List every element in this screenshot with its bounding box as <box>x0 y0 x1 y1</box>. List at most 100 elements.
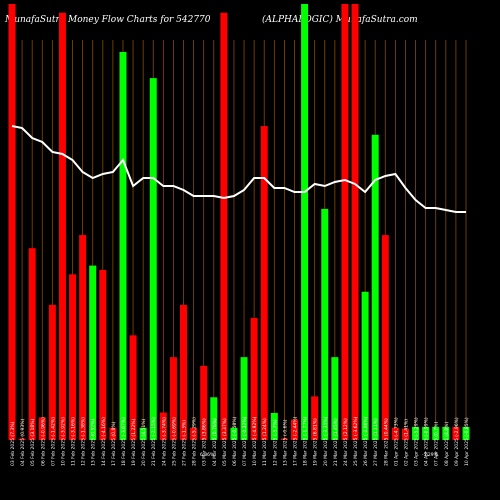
money-flow-bar <box>311 396 319 440</box>
x-tick-label: 06 Feb 2025 (-0.96%) <box>40 417 46 466</box>
x-tick-label: 10 Feb 2025 (-3.92%) <box>60 417 66 466</box>
money-flow-bar <box>270 412 278 440</box>
money-flow-bar <box>79 235 87 440</box>
money-flow-bar <box>432 426 440 440</box>
money-flow-bar <box>401 428 409 440</box>
x-tick-label: 25 Feb 2025 (-0.69%) <box>171 417 177 466</box>
x-tick-label: 10 Apr 2025 (-0.85%) <box>464 417 470 466</box>
money-flow-bar <box>28 248 36 440</box>
x-tick-label: 24 Feb 2025 (-3.74%) <box>161 417 167 466</box>
money-flow-bar <box>290 419 298 440</box>
x-tick-label: 21 Feb 2025 (-2.15%) <box>151 417 157 466</box>
x-tick-label: 04 Mar 2025 (0.76%) <box>212 418 218 466</box>
x-tick-label: 20 Mar 2025 (-3.35%) <box>323 416 329 466</box>
x-tick-label: 27 Feb 2025 (-1.3%) <box>182 420 188 466</box>
money-flow-bar <box>452 426 460 440</box>
x-tick-label: 12 Mar 2025 (-3.7%) <box>272 419 278 466</box>
money-flow-bar <box>462 426 470 440</box>
x-tick-label: 05 Mar 2025 (3.37%) <box>222 418 228 466</box>
secondary-note: 6.36% <box>200 452 215 458</box>
chart-title-left: MunafaSutra Money Flow Charts for 542770 <box>4 15 211 25</box>
x-tick-label: 28 Feb 2025 (-5.29%) <box>192 417 198 466</box>
x-tick-label: 07 Feb 2025 (-1.42%) <box>50 417 56 466</box>
money-flow-bar <box>250 317 258 440</box>
money-flow-bar <box>139 427 147 440</box>
x-tick-label: 07 Apr 2025 (0.7%) <box>434 422 440 466</box>
money-flow-bar <box>351 4 359 440</box>
chart-title-right: (ALPHALOGIC) MunafaSutra.com <box>262 14 418 25</box>
money-flow-bar <box>240 357 248 440</box>
money-flow-bar <box>48 304 56 440</box>
x-tick-label: 03 Mar 2025 (3.86%) <box>202 418 208 466</box>
money-flow-bar <box>69 274 77 440</box>
x-tick-label: 20 Feb 2025 (4.51%) <box>141 419 147 466</box>
money-flow-bar <box>321 208 329 440</box>
x-tick-label: 18 Mar 2025 (-1.77%) <box>303 416 309 466</box>
x-tick-label: 18 Feb 2025 (-3.67%) <box>121 417 127 466</box>
x-tick-label: 11 Feb 2025 (-3.16%) <box>71 417 77 466</box>
money-flow-bar <box>200 365 208 440</box>
money-flow-bar <box>119 51 127 441</box>
money-flow-bar <box>331 357 339 440</box>
money-flow-bar <box>230 427 238 440</box>
x-tick-label: 04 Feb 2025 (0.93%) <box>20 419 26 466</box>
x-tick-label: 06 Mar 2025 (-0.58%) <box>232 416 238 466</box>
money-flow-bar <box>58 12 66 440</box>
x-tick-label: 03 Feb 2025 (7.3%) <box>10 421 16 466</box>
money-flow-bar <box>301 4 309 440</box>
money-flow-bar <box>169 357 177 440</box>
money-flow-bar <box>109 427 117 440</box>
x-tick-label: 19 Mar 2025 (6.81%) <box>313 418 319 466</box>
x-tick-label: 13 Feb 2025 (0.52%) <box>91 419 97 466</box>
bars-group <box>8 4 470 441</box>
money-flow-bar <box>210 397 218 440</box>
x-tick-label: 14 Feb 2025 (-4.16%) <box>101 417 107 466</box>
x-tick-label: 11 Mar 2025 (1.24%) <box>262 418 268 466</box>
price-line <box>11 125 466 213</box>
x-tick-label: 25 Mar 2025 (-3.62%) <box>353 416 359 466</box>
x-tick-label: 24 Mar 2025 (2.12%) <box>343 418 349 466</box>
money-flow-bar <box>371 134 379 441</box>
x-tick-label: 19 Feb 2025 (1.22%) <box>131 419 137 466</box>
money-flow-bar <box>8 4 16 440</box>
x-tick-label: 01 Apr 2025 (-4.73%) <box>393 417 399 466</box>
x-tick-label: 08 Apr 2025 (4.8%) <box>444 422 450 466</box>
money-flow-bar <box>89 265 97 440</box>
money-flow-bar <box>391 427 399 440</box>
money-flow-bar <box>260 126 268 440</box>
x-tick-label: 27 Mar 2025 (1.11%) <box>373 418 379 466</box>
x-tick-label: 13 Mar 2025 (-0.6%) <box>282 419 288 466</box>
money-flow-bar <box>422 426 430 440</box>
money-flow-bar <box>442 426 450 440</box>
secondary-note-2: -5.29% <box>422 452 439 458</box>
money-flow-bar <box>99 269 107 440</box>
x-tick-label: 26 Mar 2025 (-2.06%) <box>363 416 369 466</box>
money-flow-bar <box>180 304 188 440</box>
x-tick-label: 07 Mar 2025 (-0.32%) <box>242 416 248 466</box>
x-tick-label: 12 Feb 2025 (-1.38%) <box>81 417 87 466</box>
x-tick-label: 17 Mar 2025 (-2.44%) <box>292 416 298 466</box>
money-flow-bar <box>381 235 389 440</box>
money-flow-bar <box>280 438 288 440</box>
x-tick-label: 10 Mar 2025 (-4.92%) <box>252 416 258 466</box>
money-flow-bar <box>412 426 420 440</box>
money-flow-bar <box>149 78 157 441</box>
money-flow-bar <box>190 427 198 440</box>
x-tick-label: 03 Apr 2025 (-5.29%) <box>414 417 420 466</box>
money-flow-bar <box>129 335 137 440</box>
x-tick-label: 21 Mar 2025 (1.45%) <box>333 418 339 466</box>
money-flow-bar <box>361 291 369 440</box>
money-flow-bar <box>341 4 349 440</box>
x-tick-labels: 03 Feb 2025 (7.3%) 04 Feb 2025 (0.93%) 05 … <box>10 416 470 466</box>
x-tick-label: 28 Mar 2025 (0.44%) <box>383 418 389 466</box>
money-flow-bar <box>18 438 26 440</box>
money-flow-bar <box>220 12 228 440</box>
x-tick-label: 09 Apr 2025 (-2.96%) <box>454 417 460 466</box>
money-flow-bar <box>159 412 167 440</box>
x-tick-label: 04 Apr 2025 (-0.99%) <box>424 417 430 466</box>
x-tick-label: 05 Feb 2025 (3.18%) <box>30 419 36 466</box>
x-tick-label: 17 Feb 2025 (0.8%) <box>111 421 117 466</box>
x-tick-label: 02 Apr 2025 (1.41%) <box>403 419 409 466</box>
money-flow-bar <box>38 417 46 440</box>
